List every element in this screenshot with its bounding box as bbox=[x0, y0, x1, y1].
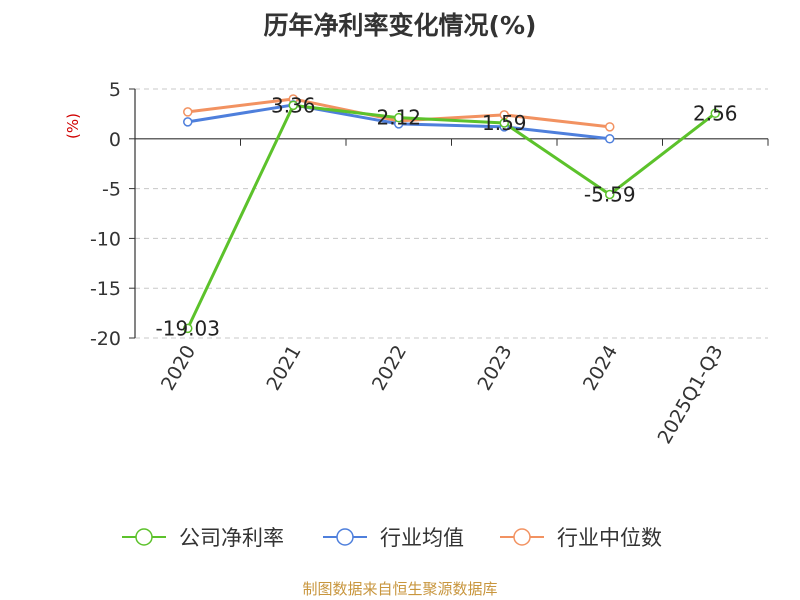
data-point bbox=[183, 117, 193, 127]
data-label: 2.56 bbox=[693, 101, 738, 125]
data-point bbox=[183, 107, 193, 117]
y-tick-label: -20 bbox=[90, 328, 121, 350]
data-label: 2.12 bbox=[376, 106, 421, 130]
data-point bbox=[499, 118, 509, 128]
chart-title: 历年净利率变化情况(%) bbox=[263, 11, 537, 40]
y-tick-label: -15 bbox=[90, 278, 121, 300]
legend-label: 公司净利率 bbox=[179, 526, 284, 550]
legend-label: 行业均值 bbox=[380, 526, 464, 550]
legend-label: 行业中位数 bbox=[557, 526, 662, 550]
y-tick-label: -10 bbox=[90, 228, 121, 250]
data-point bbox=[605, 122, 615, 132]
x-tick-label: 2024 bbox=[579, 342, 622, 395]
y-tick-labels: 5 0 -5 -10 -15 -20 bbox=[90, 79, 121, 350]
series-line-0 bbox=[186, 103, 717, 329]
legend-swatch-marker bbox=[336, 528, 354, 546]
legend-swatch-marker bbox=[135, 528, 153, 546]
y-tick-label: 5 bbox=[109, 79, 121, 101]
x-tick-label: 2021 bbox=[262, 342, 305, 395]
data-label: -5.59 bbox=[584, 182, 636, 206]
y-tick-label: 0 bbox=[109, 129, 121, 151]
axes bbox=[129, 88, 769, 339]
x-tick-label: 2022 bbox=[368, 342, 411, 395]
data-label: 1.59 bbox=[482, 111, 527, 135]
data-point bbox=[710, 108, 720, 119]
series-points bbox=[183, 94, 720, 334]
legend-swatch-marker bbox=[513, 528, 531, 546]
legend-item-0[interactable]: 公司净利率 bbox=[122, 526, 284, 550]
legend-item-2[interactable]: 行业中位数 bbox=[500, 526, 662, 550]
data-point bbox=[605, 189, 615, 200]
data-label: -19.03 bbox=[156, 316, 220, 340]
data-point bbox=[183, 323, 193, 334]
data-point bbox=[288, 100, 298, 111]
grid-lines bbox=[135, 88, 768, 339]
legend[interactable]: 公司净利率 行业均值 行业中位数 bbox=[122, 526, 662, 550]
data-source-note: 制图数据来自恒生聚源数据库 bbox=[302, 580, 498, 598]
data-point bbox=[605, 134, 615, 144]
data-label: 3.36 bbox=[271, 93, 316, 117]
series-lines bbox=[186, 97, 717, 329]
x-tick-label: 2023 bbox=[473, 342, 516, 395]
data-labels: -19.03 3.36 2.12 1.59 -5.59 2.56 bbox=[156, 93, 738, 340]
x-tick-labels: 2020 2021 2022 2023 2024 2025Q1-Q3 bbox=[157, 342, 728, 448]
y-axis-unit: (%) bbox=[64, 113, 82, 139]
y-tick-label: -5 bbox=[102, 179, 121, 201]
x-tick-label: 2025Q1-Q3 bbox=[654, 342, 728, 448]
data-point bbox=[394, 112, 404, 123]
legend-item-1[interactable]: 行业均值 bbox=[323, 526, 464, 550]
x-tick-label: 2020 bbox=[157, 342, 200, 395]
